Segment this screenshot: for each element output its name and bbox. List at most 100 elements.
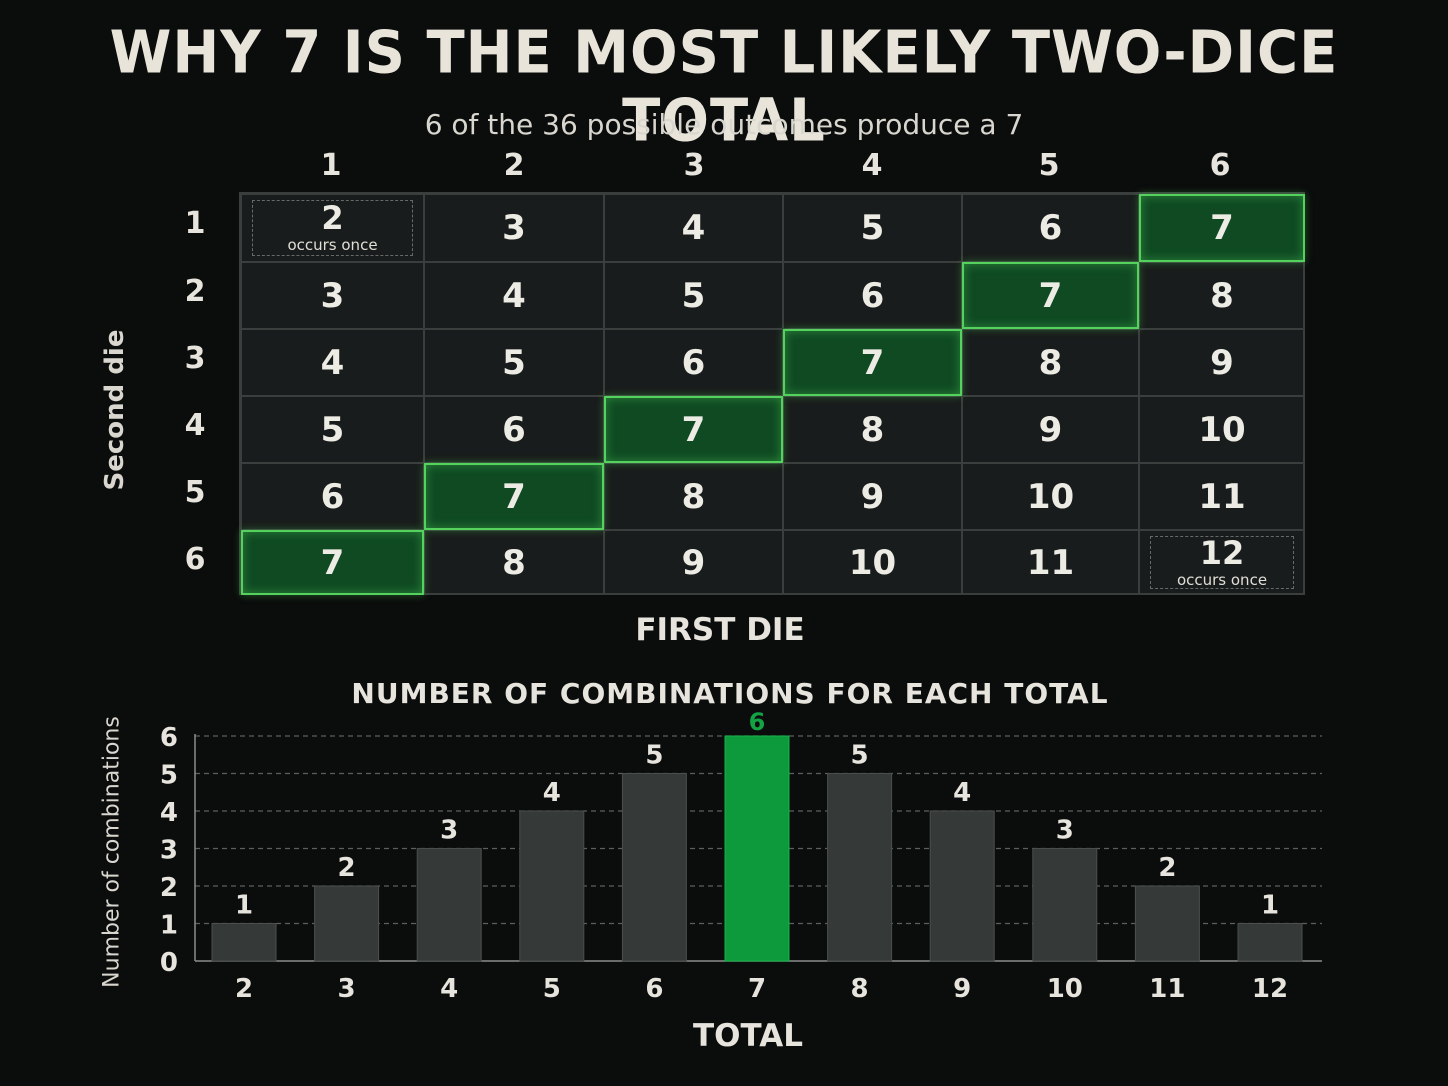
- cell-total: 8: [1210, 275, 1234, 316]
- bar: [211, 923, 277, 962]
- x-tick-label: 12: [1252, 974, 1288, 1004]
- grid-cell: 5: [604, 262, 783, 329]
- cell-total: 9: [681, 542, 706, 583]
- row-header-1: 1: [184, 206, 206, 241]
- grid-cell: 3: [424, 194, 604, 262]
- cell-total: 3: [502, 208, 526, 248]
- cell-total: 9: [1210, 342, 1234, 383]
- row-header-2: 2: [184, 274, 206, 309]
- grid-cell: 8: [962, 329, 1139, 396]
- cell-note: occurs once: [287, 236, 378, 254]
- grid-cell: 6: [241, 463, 424, 530]
- bar-value-label: 2: [338, 853, 356, 883]
- cell-total: 6: [681, 342, 706, 383]
- cell-total: 10: [1026, 476, 1075, 517]
- grid-cell: 10: [1139, 396, 1305, 463]
- grid-cell: 9: [783, 463, 962, 530]
- grid-cell: 10: [783, 530, 962, 595]
- x-tick-label: 5: [543, 974, 561, 1004]
- bar-value-label: 1: [1261, 891, 1279, 921]
- cell-total: 7: [1210, 208, 1234, 248]
- grid-cell: 5: [241, 396, 424, 463]
- column-header-2: 2: [503, 148, 525, 183]
- cell-total: 7: [860, 342, 885, 383]
- grid-cell: 6: [604, 329, 783, 396]
- bar: [1237, 923, 1303, 962]
- bar-value-label: 2: [1158, 853, 1176, 883]
- cell-total: 6: [860, 275, 885, 316]
- cell-total: 8: [502, 542, 526, 583]
- bar-chart-x-axis-title: TOTAL: [693, 1018, 803, 1054]
- y-tick-label: 1: [160, 911, 178, 941]
- grid-cell: 11: [1139, 463, 1305, 530]
- occurs-once-callout: 2 occurs once: [252, 200, 413, 256]
- grid-cell: 3: [241, 262, 424, 329]
- cell-total: 6: [502, 409, 526, 450]
- grid-cell: 7: [962, 262, 1139, 329]
- bar-value-label: 3: [440, 816, 458, 846]
- x-tick-label: 7: [748, 974, 766, 1004]
- cell-total: 2: [321, 199, 344, 237]
- occurs-once-callout: 12 occurs once: [1150, 536, 1294, 589]
- bar-value-label: 3: [1056, 816, 1074, 846]
- x-tick-label: 4: [440, 974, 458, 1004]
- cell-total: 8: [681, 476, 706, 517]
- grid-cell: 11: [962, 530, 1139, 595]
- bar: [1032, 848, 1098, 962]
- grid-cell: 9: [1139, 329, 1305, 396]
- grid-cell: 7: [241, 530, 424, 595]
- x-tick-label: 6: [645, 974, 663, 1004]
- cell-total: 4: [681, 208, 706, 248]
- grid-cell: 5: [424, 329, 604, 396]
- cell-total: 7: [681, 409, 706, 450]
- bar-value-label: 5: [645, 741, 663, 771]
- bar: [929, 810, 995, 962]
- cell-total: 11: [1198, 476, 1246, 517]
- bar: [827, 773, 893, 962]
- grid-cell: 6: [962, 194, 1139, 262]
- grid-cell: 8: [424, 530, 604, 595]
- outcome-grid: 2 occurs once 3 4 5 6 7 3 4 5 6 7 8 4 5 6 7 8 9 5 6 7 8 9 10 6 7 8 9…: [239, 192, 1305, 595]
- y-tick-label: 3: [160, 836, 178, 866]
- x-tick-label: 8: [851, 974, 869, 1004]
- bar-value-label: 1: [235, 891, 253, 921]
- grid-cell: 6: [424, 396, 604, 463]
- bar: [724, 735, 790, 962]
- page-subtitle: 6 of the 36 possible outcomes produce a …: [424, 108, 1024, 141]
- cell-total: 8: [860, 409, 885, 450]
- column-header-5: 5: [1038, 148, 1060, 183]
- y-tick-label: 4: [160, 798, 178, 828]
- grid-cell: 8: [783, 396, 962, 463]
- bar: [416, 848, 482, 962]
- row-header-5: 5: [184, 475, 206, 510]
- y-tick-label: 2: [160, 873, 178, 903]
- grid-cell: 6: [783, 262, 962, 329]
- grid-cell: 8: [604, 463, 783, 530]
- bar: [314, 885, 380, 962]
- grid-cell: 7: [424, 463, 604, 530]
- grid-cell: 8: [1139, 262, 1305, 329]
- cell-total: 4: [320, 342, 345, 383]
- grid-cell: 4: [241, 329, 424, 396]
- page-title: WHY 7 IS THE MOST LIKELY TWO-DICE TOTAL: [109, 18, 1339, 156]
- bar-value-label: 5: [851, 741, 869, 771]
- column-header-3: 3: [683, 148, 705, 183]
- grid-cell: 9: [604, 530, 783, 595]
- cell-total: 3: [320, 275, 345, 316]
- row-header-4: 4: [184, 408, 206, 443]
- bar-value-label: 4: [953, 778, 971, 808]
- grid-cell: 9: [962, 396, 1139, 463]
- x-tick-label: 9: [953, 974, 971, 1004]
- row-header-3: 3: [184, 341, 206, 376]
- x-tick-label: 2: [235, 974, 253, 1004]
- cell-total: 12: [1199, 533, 1245, 572]
- x-tick-label: 11: [1149, 974, 1185, 1004]
- bar-chart-title: NUMBER OF COMBINATIONS FOR EACH TOTAL: [351, 677, 1109, 710]
- cell-total: 9: [1038, 409, 1063, 450]
- cell-total: 5: [320, 409, 345, 450]
- grid-cell: 7: [1139, 194, 1305, 262]
- cell-total: 6: [1038, 208, 1063, 248]
- x-tick-label: 10: [1047, 974, 1083, 1004]
- cell-total: 6: [320, 476, 345, 517]
